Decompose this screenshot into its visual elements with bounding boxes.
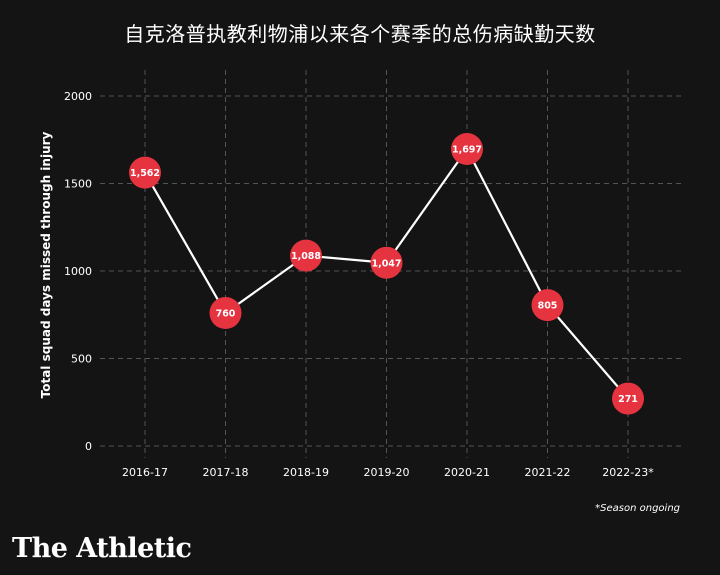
x-tick-label: 2018-19 bbox=[283, 466, 329, 479]
y-tick-label: 500 bbox=[71, 353, 92, 366]
data-point-marker bbox=[290, 239, 322, 272]
x-tick-labels: 2016-17 2017-18 2018-19 2019-20 2020-21 2021-… bbox=[122, 466, 654, 479]
data-point-marker bbox=[451, 133, 483, 166]
y-tick-label: 0 bbox=[85, 440, 92, 453]
x-tick-label: 2022-23* bbox=[602, 466, 654, 479]
y-tick-label: 1000 bbox=[64, 265, 92, 278]
data-label: 1,047 bbox=[371, 258, 401, 269]
data-points: 1,562 760 1,088 1,047 1,697 805 271 bbox=[129, 133, 644, 415]
x-tick-label: 2017-18 bbox=[203, 466, 249, 479]
y-tick-label: 2000 bbox=[64, 90, 92, 103]
season-note: *Season ongoing bbox=[595, 503, 680, 514]
data-point-marker bbox=[531, 289, 564, 322]
x-tick-label: 2016-17 bbox=[122, 466, 168, 479]
x-tick-label: 2019-20 bbox=[364, 466, 410, 479]
y-tick-label: 1500 bbox=[64, 178, 92, 191]
data-label: 1,088 bbox=[291, 251, 321, 262]
x-tick-label: 2021-22 bbox=[525, 466, 571, 479]
x-tick-label: 2020-21 bbox=[444, 466, 490, 479]
y-axis-label: Total squad days missed through injury bbox=[39, 131, 53, 399]
data-label: 1,697 bbox=[452, 145, 482, 156]
data-point-marker bbox=[129, 156, 161, 189]
data-point-marker bbox=[370, 246, 403, 279]
chart-title: 自克洛普执教利物浦以来各个赛季的总伤病缺勤天数 bbox=[124, 22, 596, 46]
data-label: 805 bbox=[538, 301, 558, 312]
data-label: 271 bbox=[618, 394, 638, 405]
data-label: 760 bbox=[216, 309, 236, 320]
data-label: 1,562 bbox=[130, 168, 160, 179]
data-point-marker bbox=[209, 297, 242, 329]
data-point-marker bbox=[612, 382, 644, 415]
y-tick-labels: 0 500 1000 1500 2000 bbox=[64, 90, 92, 453]
the-athletic-logo: The Athletic bbox=[12, 533, 192, 564]
